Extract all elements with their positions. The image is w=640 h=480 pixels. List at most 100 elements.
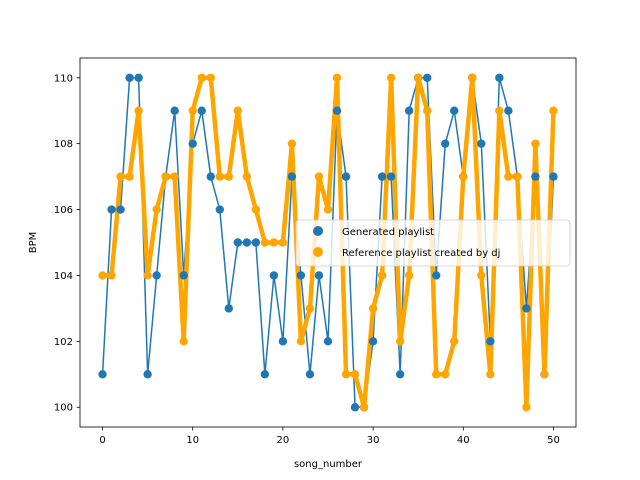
series-0-point	[522, 304, 531, 313]
series-1-point	[377, 271, 387, 280]
series-1-point	[468, 73, 477, 82]
series-0-point	[251, 238, 261, 247]
series-0-point	[278, 337, 288, 346]
series-1-point	[368, 304, 378, 313]
series-1-point	[549, 106, 558, 115]
series-1-point	[242, 172, 252, 181]
series-1-point	[450, 337, 459, 346]
series-0-point	[296, 271, 306, 280]
series-0-point	[224, 304, 233, 313]
series-1-point	[459, 172, 468, 181]
series-0-point	[477, 139, 486, 148]
series-1-point	[161, 172, 170, 181]
series-1-point	[269, 238, 279, 247]
series-1-point	[513, 172, 522, 181]
series-1-point	[477, 271, 486, 280]
series-1-point	[359, 403, 369, 412]
series-1-point	[179, 337, 188, 346]
series-0-point	[116, 205, 125, 214]
series-1-point	[341, 370, 351, 379]
series-1-point	[296, 337, 306, 346]
series-1-point	[404, 271, 414, 280]
series-1-point	[215, 172, 224, 181]
series-1-point	[287, 139, 297, 148]
x-tick-label: 30	[367, 435, 380, 446]
series-1-point	[98, 271, 107, 280]
series-0-point	[107, 205, 116, 214]
series-0-point	[341, 172, 351, 181]
series-1-point	[432, 370, 441, 379]
y-axis-label: BPM	[28, 232, 39, 254]
legend: Generated playlist Reference playlist cr…	[295, 219, 571, 267]
legend-marker-reference	[313, 247, 323, 257]
series-1-point	[423, 106, 432, 115]
series-0-point	[287, 172, 297, 181]
x-tick-label: 20	[277, 435, 290, 446]
series-0-point	[269, 271, 279, 280]
series-0-point	[495, 73, 504, 82]
series-0-point	[441, 139, 450, 148]
series-1-point	[395, 337, 405, 346]
x-tick-label: 0	[99, 435, 105, 446]
series-1-point	[314, 172, 324, 181]
series-0-point	[531, 172, 540, 181]
series-1-point	[323, 205, 333, 214]
series-1-point	[495, 106, 504, 115]
series-0-point	[197, 106, 206, 115]
x-tick-label: 40	[457, 435, 470, 446]
series-1-point	[278, 238, 288, 247]
series-0-point	[404, 106, 414, 115]
series-0-point	[98, 370, 107, 379]
series-1-point	[134, 106, 143, 115]
series-1-point	[197, 73, 206, 82]
x-tick-label: 10	[186, 435, 199, 446]
series-1-point	[413, 73, 423, 82]
series-1-point	[143, 271, 152, 280]
series-0-point	[549, 172, 558, 181]
series-1-point	[188, 106, 197, 115]
series-1-point	[233, 106, 243, 115]
series-1-point	[386, 73, 396, 82]
series-1-point	[305, 304, 315, 313]
series-0-point	[386, 172, 396, 181]
series-1-point	[350, 370, 360, 379]
series-0-point	[350, 403, 360, 412]
series-0-point	[305, 370, 315, 379]
series-0-point	[504, 106, 513, 115]
series-0-point	[206, 172, 215, 181]
series-0-point	[188, 139, 197, 148]
series-1-point	[251, 205, 261, 214]
series-0-point	[125, 73, 134, 82]
series-0-point	[432, 271, 441, 280]
series-0-point	[179, 271, 188, 280]
y-tick-label: 108	[54, 139, 73, 150]
series-0-point	[323, 337, 333, 346]
series-0-point	[423, 73, 432, 82]
series-1-point	[441, 370, 450, 379]
x-axis-label: song_number	[294, 459, 363, 470]
series-0-point	[395, 370, 405, 379]
legend-marker-generated	[313, 226, 323, 236]
series-0-point	[368, 337, 378, 346]
y-tick-label: 102	[54, 337, 73, 348]
series-0-point	[215, 205, 224, 214]
series-0-point	[242, 238, 252, 247]
y-tick-label: 100	[54, 403, 73, 414]
series-1-point	[531, 139, 540, 148]
series-1-point	[152, 205, 161, 214]
series-1-point	[116, 172, 125, 181]
series-0-point	[170, 106, 179, 115]
series-1-point	[332, 73, 342, 82]
series-0-point	[332, 106, 342, 115]
legend-label-generated: Generated playlist	[342, 227, 434, 238]
series-0-point	[233, 238, 243, 247]
plot-frame	[79, 57, 577, 428]
y-tick-label: 106	[54, 205, 73, 216]
series-1-point	[206, 73, 215, 82]
series-0-point	[260, 370, 270, 379]
series-1-point	[486, 370, 495, 379]
series-0-point	[314, 271, 324, 280]
series-0-point	[143, 370, 152, 379]
y-tick-label: 110	[54, 73, 73, 84]
